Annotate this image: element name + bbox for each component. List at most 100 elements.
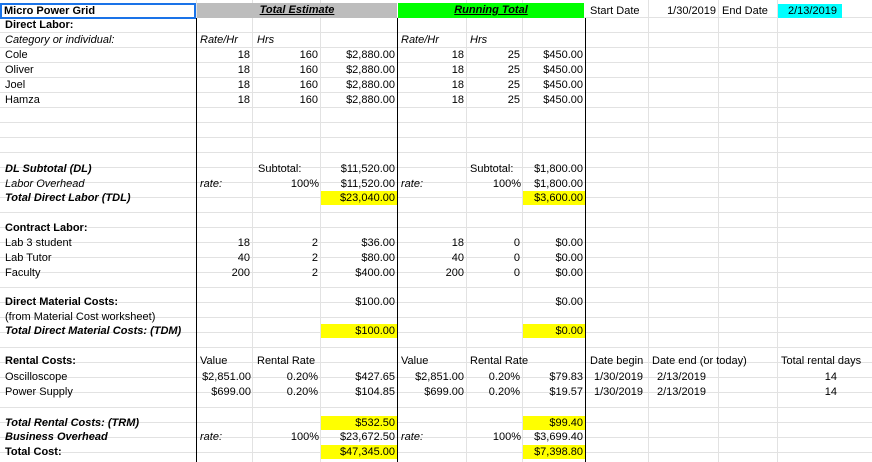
subtotal-label[interactable]: Subtotal: xyxy=(258,163,302,175)
tdl-label[interactable]: Total Direct Labor (TDL) xyxy=(5,192,131,204)
contract-name[interactable]: Faculty xyxy=(5,267,41,279)
rental-days-header[interactable]: Total rental days xyxy=(781,355,862,367)
rt-rental-rate[interactable]: 0.20% xyxy=(488,371,520,383)
rate-header[interactable]: Rate/Hr xyxy=(200,34,238,46)
labor-overhead-rate-label[interactable]: rate: xyxy=(200,178,223,190)
rt-labor-cost[interactable]: $450.00 xyxy=(543,79,583,91)
date-begin-header[interactable]: Date begin xyxy=(590,355,644,367)
total-cost-label[interactable]: Total Cost: xyxy=(5,446,62,458)
rt-material-value[interactable]: $0.00 xyxy=(555,296,583,308)
rt-business-overhead-value[interactable]: $3,699.40 xyxy=(534,431,583,443)
rt-labor-cost[interactable]: $450.00 xyxy=(543,64,583,76)
labor-rate[interactable]: 18 xyxy=(237,94,250,106)
contract-labor-heading[interactable]: Contract Labor: xyxy=(5,222,88,234)
business-overhead-value[interactable]: $23,672.50 xyxy=(339,431,395,443)
labor-rate[interactable]: 18 xyxy=(237,79,250,91)
rt-contract-hrs[interactable]: 0 xyxy=(513,267,520,279)
start-date-label[interactable]: Start Date xyxy=(590,5,640,17)
labor-overhead-value[interactable]: $11,520.00 xyxy=(340,178,395,190)
rt-labor-overhead-value[interactable]: $1,800.00 xyxy=(534,178,583,190)
hrs-header[interactable]: Hrs xyxy=(257,34,275,46)
contract-hrs[interactable]: 2 xyxy=(311,237,318,249)
start-date-value[interactable]: 1/30/2019 xyxy=(667,5,716,17)
labor-name[interactable]: Hamza xyxy=(5,94,40,106)
contract-rate[interactable]: 200 xyxy=(231,267,250,279)
rt-total-cost-value[interactable]: $7,398.80 xyxy=(523,445,585,459)
rt-contract-hrs[interactable]: 0 xyxy=(513,252,520,264)
tdm-label[interactable]: Total Direct Material Costs: (TDM) xyxy=(5,325,182,337)
labor-cost[interactable]: $2,880.00 xyxy=(346,49,395,61)
rt-rental-rate[interactable]: 0.20% xyxy=(488,386,520,398)
labor-name[interactable]: Cole xyxy=(5,49,28,61)
dl-subtotal-label[interactable]: DL Subtotal (DL) xyxy=(5,163,92,175)
labor-rate[interactable]: 18 xyxy=(237,64,250,76)
contract-cost[interactable]: $80.00 xyxy=(361,252,395,264)
rt-business-overhead-rate-label[interactable]: rate: xyxy=(401,431,424,443)
labor-rate[interactable]: 18 xyxy=(237,49,250,61)
contract-cost[interactable]: $400.00 xyxy=(355,267,395,279)
labor-overhead-pct[interactable]: 100% xyxy=(290,178,319,190)
rt-rental-cost[interactable]: $79.83 xyxy=(549,371,583,383)
rt-labor-rate[interactable]: 18 xyxy=(451,64,464,76)
rt-contract-rate[interactable]: 18 xyxy=(451,237,464,249)
rt-dl-subtotal-value[interactable]: $1,800.00 xyxy=(534,163,583,175)
dl-subtotal-value[interactable]: $11,520.00 xyxy=(340,163,395,175)
labor-cost[interactable]: $2,880.00 xyxy=(346,94,395,106)
rental-date-begin[interactable]: 1/30/2019 xyxy=(594,371,643,383)
rt-labor-hrs[interactable]: 25 xyxy=(507,79,520,91)
rt-rental-value[interactable]: $2,851.00 xyxy=(415,371,464,383)
rt-hrs-header[interactable]: Hrs xyxy=(470,34,488,46)
total-cost-value[interactable]: $47,345.00 xyxy=(321,445,397,459)
rt-tdl-value[interactable]: $3,600.00 xyxy=(523,191,585,205)
end-date-value[interactable]: 2/13/2019 xyxy=(778,4,842,18)
rt-contract-cost[interactable]: $0.00 xyxy=(555,267,583,279)
rt-rental-cost[interactable]: $19.57 xyxy=(549,386,583,398)
rt-labor-overhead-pct[interactable]: 100% xyxy=(492,178,521,190)
business-overhead-label[interactable]: Business Overhead xyxy=(5,431,108,443)
rt-value-header[interactable]: Value xyxy=(401,355,429,367)
labor-overhead-label[interactable]: Labor Overhead xyxy=(5,178,85,190)
rt-labor-rate[interactable]: 18 xyxy=(451,49,464,61)
rental-date-begin[interactable]: 1/30/2019 xyxy=(594,386,643,398)
rt-contract-cost[interactable]: $0.00 xyxy=(555,237,583,249)
rt-labor-cost[interactable]: $450.00 xyxy=(543,49,583,61)
rental-name[interactable]: Oscilloscope xyxy=(5,371,68,383)
rental-days[interactable]: 14 xyxy=(824,371,837,383)
material-value[interactable]: $100.00 xyxy=(355,296,395,308)
rt-rate-header[interactable]: Rate/Hr xyxy=(401,34,439,46)
rt-labor-rate[interactable]: 18 xyxy=(451,79,464,91)
rental-rate[interactable]: 0.20% xyxy=(286,371,318,383)
labor-cost[interactable]: $2,880.00 xyxy=(346,79,395,91)
rental-value[interactable]: $2,851.00 xyxy=(202,371,251,383)
tdm-value[interactable]: $100.00 xyxy=(321,324,397,338)
rt-labor-cost[interactable]: $450.00 xyxy=(543,94,583,106)
rt-tdm-value[interactable]: $0.00 xyxy=(523,324,585,338)
labor-name[interactable]: Joel xyxy=(5,79,26,91)
rt-labor-overhead-rate-label[interactable]: rate: xyxy=(401,178,424,190)
rental-name[interactable]: Power Supply xyxy=(5,386,73,398)
contract-name[interactable]: Lab 3 student xyxy=(5,237,72,249)
rental-cost[interactable]: $104.85 xyxy=(355,386,395,398)
contract-rate[interactable]: 40 xyxy=(237,252,250,264)
rt-labor-hrs[interactable]: 25 xyxy=(507,64,520,76)
rental-date-end[interactable]: 2/13/2019 xyxy=(657,386,706,398)
rt-rental-value[interactable]: $699.00 xyxy=(424,386,464,398)
rt-contract-hrs[interactable]: 0 xyxy=(513,237,520,249)
rt-labor-hrs[interactable]: 25 xyxy=(507,49,520,61)
contract-hrs[interactable]: 2 xyxy=(311,252,318,264)
contract-hrs[interactable]: 2 xyxy=(311,267,318,279)
rental-heading[interactable]: Rental Costs: xyxy=(5,355,76,367)
category-label[interactable]: Category or individual: xyxy=(5,34,115,46)
labor-hrs[interactable]: 160 xyxy=(299,64,318,76)
labor-hrs[interactable]: 160 xyxy=(299,79,318,91)
rental-rate[interactable]: 0.20% xyxy=(286,386,318,398)
direct-labor-heading[interactable]: Direct Labor: xyxy=(5,19,74,31)
labor-hrs[interactable]: 160 xyxy=(299,94,318,106)
rt-subtotal-label[interactable]: Subtotal: xyxy=(470,163,514,175)
end-date-label[interactable]: End Date xyxy=(722,5,768,17)
rt-contract-cost[interactable]: $0.00 xyxy=(555,252,583,264)
rental-cost[interactable]: $427.65 xyxy=(355,371,395,383)
labor-name[interactable]: Oliver xyxy=(5,64,34,76)
rt-contract-rate[interactable]: 40 xyxy=(451,252,464,264)
labor-hrs[interactable]: 160 xyxy=(299,49,318,61)
